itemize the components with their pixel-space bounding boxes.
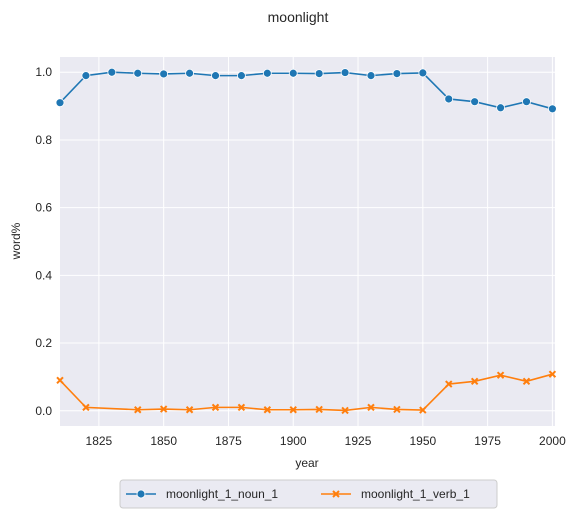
data-point [341,406,349,415]
y-axis-label: word% [9,222,23,260]
x-tick-label: 1850 [150,434,177,448]
data-point [289,406,297,414]
series-moonlight_1_verb_1 [56,370,557,415]
data-point [107,67,117,77]
data-point [237,71,246,81]
data-point [211,403,220,412]
legend-label: moonlight_1_verb_1 [361,487,470,501]
y-tick-label: 0.6 [35,201,52,215]
data-point [133,68,143,78]
data-point [445,380,453,388]
x-tick-labels: 1825 1850 1875 1900 1925 1950 1975 2000 [86,434,567,448]
y-tick-label: 0.2 [35,336,52,350]
x-tick-label: 1825 [86,434,113,448]
data-point [496,371,505,379]
x-tick-label: 1900 [280,434,307,448]
data-point [392,69,402,78]
x-tick-label: 1950 [409,434,436,448]
data-point [159,69,169,79]
data-point [522,377,531,386]
y-tick-label: 0.0 [35,404,52,418]
y-tick-label: 0.4 [35,268,52,282]
grid [60,57,555,426]
chart-title: moonlight [268,9,329,25]
series-moonlight_1_noun_1 [55,67,557,114]
data-point [211,71,220,81]
y-tick-labels: 0.0 0.2 0.4 0.6 0.8 1.0 [35,65,52,418]
legend-box [119,479,498,509]
data-point [56,376,64,385]
legend-label: moonlight_1_noun_1 [166,487,278,501]
series-layer [55,67,557,415]
data-point [548,370,557,378]
x-tick-label: 2000 [539,434,566,448]
data-point [393,405,401,414]
data-point [288,68,298,78]
data-point [263,406,272,414]
data-point [418,68,428,78]
data-point [82,403,90,412]
data-point [55,98,65,108]
data-point [315,405,323,414]
data-point [496,103,505,113]
x-tick-label: 1975 [474,434,501,448]
data-point [366,71,376,81]
data-point [470,377,479,386]
x-tick-label: 1875 [215,434,242,448]
data-point [81,71,91,81]
data-point [314,69,324,78]
data-point [262,68,272,78]
data-point [367,403,375,412]
y-tick-label: 0.8 [35,133,52,147]
data-point [185,406,194,414]
plot-area [60,57,555,426]
data-point [237,403,246,412]
data-point [159,405,168,413]
legend-swatch-marker [332,490,340,498]
legend-item: moonlight_1_noun_1 [126,487,278,501]
data-point [134,406,142,414]
x-tick-label: 1925 [345,434,372,448]
y-tick-label: 1.0 [35,65,52,79]
data-point [548,104,557,114]
legend-item: moonlight_1_verb_1 [321,487,470,501]
data-point [185,68,194,78]
data-point [470,97,480,107]
legend-swatch-marker [136,489,146,499]
legend: moonlight_1_noun_1 moonlight_1_verb_1 [119,479,498,509]
data-point [444,94,454,104]
data-point [419,406,427,414]
x-axis-label: year [295,456,318,470]
data-point [340,68,350,77]
data-point [522,97,531,107]
